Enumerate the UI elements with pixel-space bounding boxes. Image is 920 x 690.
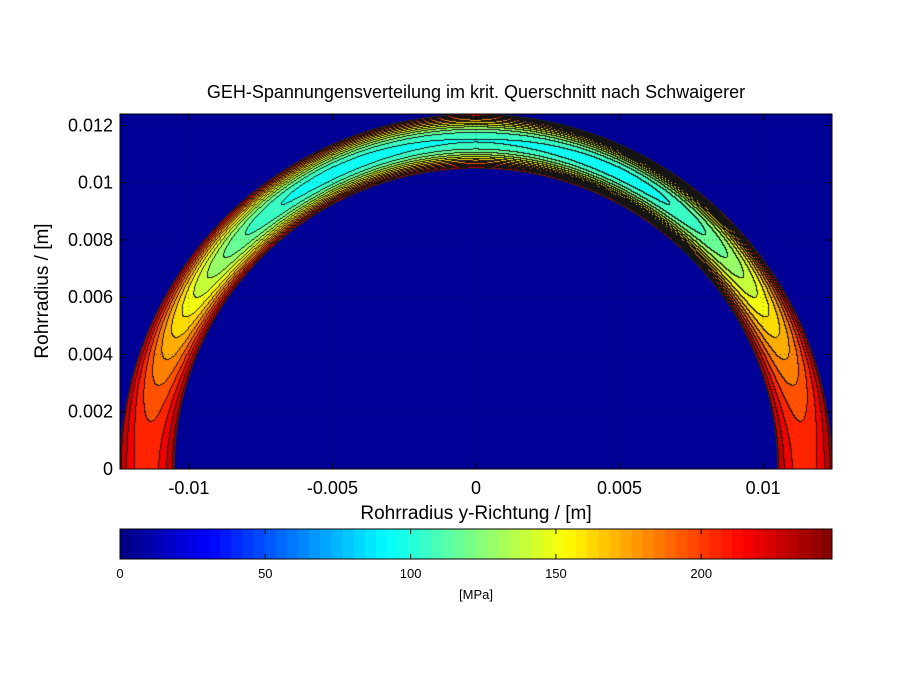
colorbar-tick-label-3: 150	[545, 566, 567, 581]
colorbar-segment-58	[765, 529, 777, 559]
x-tick-label-1: -0.005	[307, 478, 358, 498]
y-tick-label-2: 0.004	[68, 344, 113, 364]
x-axis-label: Rohrradius y-Richtung / [m]	[360, 503, 591, 524]
colorbar-segment-29	[442, 529, 455, 559]
colorbar-segment-20	[342, 529, 355, 559]
colorbar-segment-37	[531, 529, 544, 559]
colorbar-segment-60	[787, 529, 800, 559]
colorbar-label: [MPa]	[459, 587, 493, 602]
colorbar-segment-3	[153, 529, 165, 559]
x-tick-label-2: 0	[471, 478, 481, 498]
x-tick-label-0: -0.01	[168, 478, 209, 498]
colorbar-segment-61	[798, 529, 811, 559]
colorbar-segment-42	[587, 529, 599, 559]
y-tick-label-4: 0.008	[68, 230, 113, 250]
y-tick-label-5: 0.01	[78, 173, 113, 193]
colorbar-segment-2	[142, 529, 154, 559]
colorbar-segment-9	[220, 529, 232, 559]
colorbar-segment-21	[353, 529, 366, 559]
colorbar-segment-41	[576, 529, 588, 559]
colorbar-segment-55	[731, 529, 744, 559]
colorbar-segment-34	[498, 529, 510, 559]
chart-title: GEH-Spannungensverteilung im krit. Quers…	[207, 82, 745, 102]
colorbar-segment-13	[264, 529, 277, 559]
colorbar-segment-40	[565, 529, 577, 559]
colorbar-segment-35	[509, 529, 521, 559]
colorbar-segment-54	[720, 529, 733, 559]
colorbar-segment-6	[186, 529, 199, 559]
x-tick-label-4: 0.01	[746, 478, 781, 498]
colorbar-segment-7	[197, 529, 210, 559]
y-axis-label: Rohrradius / [m]	[32, 223, 53, 358]
colorbar-segment-51	[687, 529, 699, 559]
colorbar-segment-49	[665, 529, 677, 559]
ring-outer-edge	[120, 114, 832, 469]
colorbar-segment-27	[420, 529, 432, 559]
colorbar-segment-18	[320, 529, 332, 559]
colorbar-segment-23	[375, 529, 388, 559]
colorbar-tick-label-2: 100	[400, 566, 422, 581]
colorbar: 0 50 100 150 200	[116, 528, 833, 581]
colorbar-segment-12	[253, 529, 266, 559]
colorbar-segment-15	[286, 529, 299, 559]
colorbar-frame	[119, 528, 833, 560]
colorbar-segment-25	[398, 529, 410, 559]
colorbar-segment-17	[309, 529, 321, 559]
colorbar-tick-label-1: 50	[258, 566, 272, 581]
colorbar-segment-22	[364, 529, 377, 559]
colorbar-segment-14	[275, 529, 288, 559]
colorbar-segment-48	[654, 529, 666, 559]
plot-area: -0.01 -0.005 0 0.005 0.01 0 0.002 0.004 0.006 0.0…	[68, 113, 833, 498]
colorbar-segment-62	[809, 529, 822, 559]
colorbar-segment-36	[520, 529, 533, 559]
colorbar-segment-28	[431, 529, 444, 559]
colorbar-segment-1	[131, 529, 143, 559]
colorbar-segment-4	[164, 529, 177, 559]
colorbar-segment-38	[542, 529, 555, 559]
colorbar-segment-16	[298, 529, 310, 559]
colorbar-segment-31	[464, 529, 477, 559]
colorbar-segment-59	[776, 529, 788, 559]
stress-field	[120, 114, 832, 469]
colorbar-segment-63	[820, 529, 833, 559]
colorbar-segment-11	[242, 529, 254, 559]
colorbar-segment-10	[231, 529, 243, 559]
colorbar-segment-5	[175, 529, 188, 559]
ring-inner-edge	[174, 167, 778, 469]
colorbar-segment-57	[754, 529, 766, 559]
colorbar-segment-33	[487, 529, 499, 559]
colorbar-segment-26	[409, 529, 421, 559]
colorbar-segment-56	[743, 529, 755, 559]
colorbar-segment-46	[631, 529, 644, 559]
colorbar-tick-label-4: 200	[690, 566, 712, 581]
colorbar-tick-label-0: 0	[116, 566, 123, 581]
colorbar-segment-50	[676, 529, 688, 559]
y-tick-label-6: 0.012	[68, 115, 113, 135]
colorbar-segment-44	[609, 529, 622, 559]
colorbar-segment-24	[387, 529, 399, 559]
colorbar-segment-30	[453, 529, 466, 559]
colorbar-segment-45	[620, 529, 633, 559]
y-tick-label-3: 0.006	[68, 287, 113, 307]
colorbar-segment-43	[598, 529, 610, 559]
colorbar-segment-47	[642, 529, 655, 559]
colorbar-segment-53	[709, 529, 722, 559]
y-tick-label-1: 0.002	[68, 402, 113, 422]
x-tick-label-3: 0.005	[597, 478, 642, 498]
colorbar-segment-8	[209, 529, 221, 559]
colorbar-segment-39	[553, 529, 566, 559]
colorbar-segment-0	[120, 529, 132, 559]
colorbar-segment-52	[698, 529, 711, 559]
colorbar-segment-19	[331, 529, 343, 559]
y-tick-label-0: 0	[103, 459, 113, 479]
colorbar-segment-32	[476, 529, 488, 559]
